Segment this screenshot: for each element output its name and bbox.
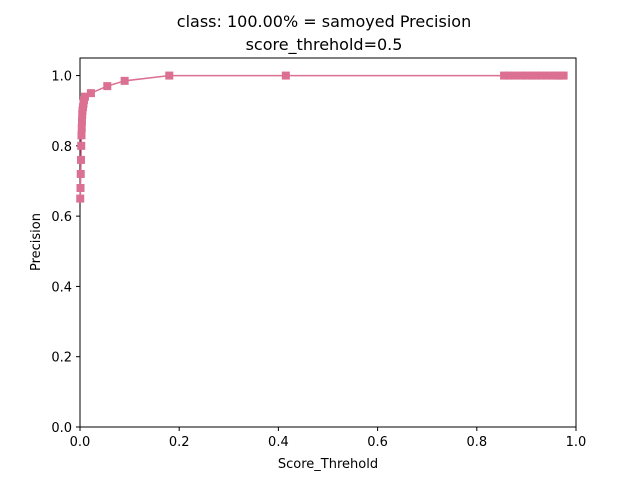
- data-point: [537, 71, 546, 80]
- x-tick-label: 0.4: [268, 435, 289, 450]
- data-point: [77, 124, 86, 133]
- y-tick-label: 1.0: [51, 70, 72, 85]
- data-point: [77, 141, 86, 150]
- data-point: [559, 71, 568, 80]
- y-axis-label: Precision: [29, 213, 44, 271]
- x-tick-label: 0.6: [367, 435, 388, 450]
- data-point: [505, 71, 514, 80]
- series-line: [79, 74, 564, 199]
- data-point: [76, 184, 85, 193]
- data-point: [510, 71, 518, 80]
- x-axis: 0.0 0.2 0.4 0.6 0.8 1.0: [70, 427, 587, 450]
- data-point: [522, 71, 531, 80]
- data-point: [500, 71, 509, 80]
- y-tick-label: 0.8: [51, 140, 72, 155]
- data-point: [165, 71, 174, 80]
- data-point: [76, 169, 85, 178]
- data-point: [77, 131, 86, 140]
- data-point: [281, 71, 290, 80]
- x-tick-label: 0.8: [466, 435, 487, 450]
- x-tick-label: 1.0: [566, 435, 587, 450]
- chart-title-line1: class: 100.00% = samoyed Precision: [177, 12, 471, 31]
- y-tick-label: 0.2: [51, 351, 72, 366]
- data-point: [76, 155, 85, 164]
- x-tick-label: 0.2: [169, 435, 190, 450]
- x-tick-label: 0.0: [70, 435, 91, 450]
- data-point: [86, 89, 95, 98]
- data-point: [542, 71, 551, 80]
- data-point: [80, 92, 89, 101]
- y-tick-label: 0.0: [51, 421, 72, 436]
- data-point: [547, 71, 556, 80]
- chart-title-line2: score_threhold=0.5: [246, 35, 403, 55]
- data-point: [77, 117, 86, 126]
- data-point: [527, 71, 536, 80]
- x-axis-label: Score_Threhold: [278, 457, 378, 472]
- series-markers: [76, 71, 568, 203]
- plot-area-frame: [79, 57, 577, 428]
- data-point: [76, 194, 85, 203]
- data-point: [120, 76, 129, 85]
- data-point: [532, 71, 541, 80]
- y-tick-label: 0.6: [51, 210, 72, 225]
- data-point: [103, 82, 112, 91]
- y-tick-label: 0.4: [51, 280, 72, 295]
- data-point: [517, 71, 526, 80]
- y-axis: 0.0 0.2 0.4 0.6 0.8 1.0: [51, 70, 80, 436]
